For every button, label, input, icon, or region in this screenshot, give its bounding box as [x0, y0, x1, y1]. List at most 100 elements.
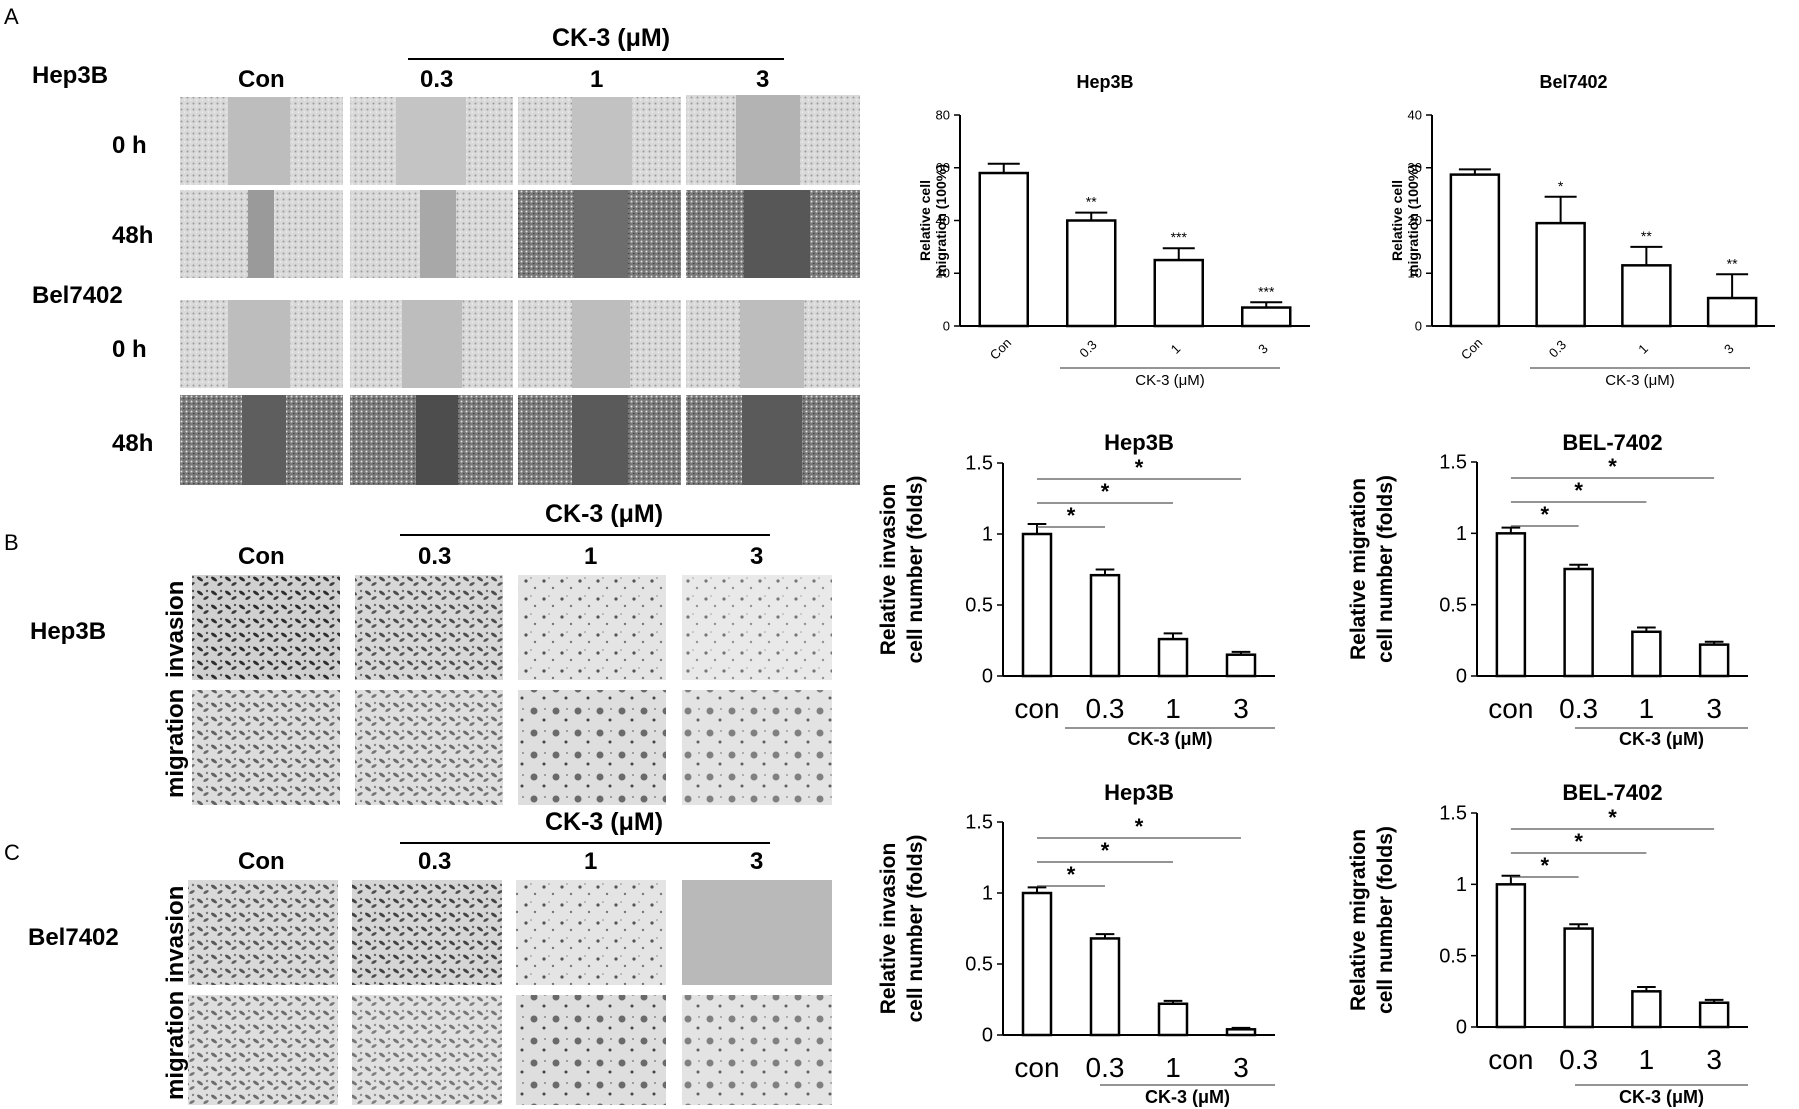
chart3-ytick-label: 1.5 [965, 453, 993, 475]
chart5-bracket-star: * [1135, 814, 1144, 839]
chart4-bar [1698, 643, 1730, 678]
chart6-bar [1495, 883, 1527, 1029]
chart3-bar [1089, 573, 1121, 678]
chart6-ylabel-1: Relative migration [1347, 829, 1370, 1011]
chart2-bar [1706, 296, 1758, 328]
chart4-bar [1495, 532, 1527, 678]
wound-row-bel7402-0h [180, 300, 860, 388]
chart1-category: 3 [1255, 341, 1271, 357]
chart3-category: 3 [1233, 693, 1249, 724]
panel-a-cond-con: Con [238, 66, 285, 93]
panel-b-cond-con: Con [238, 543, 285, 570]
chart5-bar [1225, 1028, 1257, 1037]
chart6-bracket-star: * [1608, 805, 1617, 830]
chart3-bar [1021, 532, 1053, 678]
chart1-xlabel: CK-3 (μM) [1135, 372, 1204, 389]
chart2-ylabel-1: Relative cell [1389, 180, 1405, 261]
chart4-ytick-label: 0 [1456, 666, 1467, 688]
panel-a-line-2: Bel7402 [32, 282, 123, 309]
chart1-sig: *** [1171, 229, 1188, 245]
chart1-ylabel-1: Relative cell [917, 180, 933, 261]
chart3-category: con [1014, 693, 1059, 724]
chart2-xlabel: CK-3 (μM) [1605, 372, 1674, 389]
chart5-category: 1 [1165, 1052, 1181, 1083]
chart5-category: 0.3 [1086, 1052, 1125, 1083]
chart4-bracket-star: * [1540, 502, 1549, 527]
wound-row-hep3b-48h [180, 190, 860, 278]
chart2-bar [1621, 264, 1672, 328]
chart5-ytick-label: 0 [982, 1025, 993, 1047]
chart6-ytick-label: 0 [1456, 1017, 1467, 1039]
panel-c-treatment-label: CK-3 (μM) [545, 808, 664, 836]
micrograph-grid [180, 95, 860, 1105]
panel-b-cond-3: 3 [750, 543, 764, 570]
panel-c-cond-3: 3 [750, 848, 764, 875]
chart2-sig: ** [1727, 255, 1738, 271]
chart4-title: BEL-7402 [1562, 430, 1662, 455]
chart3-category: 0.3 [1086, 693, 1125, 724]
chart2-title: Bel7402 [1539, 72, 1607, 92]
panel-a-cond-3: 3 [756, 66, 770, 93]
chart3-ytick-label: 1 [982, 524, 993, 546]
panel-letter-b: B [4, 530, 19, 555]
chart4-ytick-label: 1.5 [1439, 452, 1467, 474]
chart1-ytick-label: 0 [943, 318, 950, 333]
chart5-ylabel-1: Relative invasion [877, 843, 900, 1015]
chart3-ytick-label: 0.5 [965, 595, 993, 617]
panel-c-cond-03: 0.3 [418, 848, 452, 875]
panel-letter-c: C [4, 840, 20, 865]
chart1-bar [1241, 306, 1292, 328]
chart2-ytick-label: 20 [1408, 213, 1422, 228]
chart1-category: 0.3 [1076, 337, 1099, 360]
panel-a-time-48h: 48h [112, 222, 154, 249]
chart3-bracket-star: * [1135, 455, 1144, 480]
panel-c-cond-1: 1 [584, 848, 598, 875]
chart2-category: 3 [1721, 341, 1737, 357]
panel-b-treatment-label: CK-3 (μM) [545, 500, 664, 528]
panel-a-time-48h-2: 48h [112, 430, 154, 457]
chart1-ylabel-2: migration (100%) [933, 164, 949, 277]
chart4-bar [1631, 630, 1662, 678]
chart4-bracket-star: * [1574, 478, 1583, 503]
wound-row-bel7402-48h [180, 395, 860, 485]
chart5-ytick-label: 1.5 [965, 812, 993, 834]
chart2-ylabel-2: migration (100%) [1405, 164, 1421, 277]
chart6-bar [1563, 927, 1594, 1029]
chart4-ytick-label: 1 [1456, 523, 1467, 545]
panel-b-cond-1: 1 [584, 543, 598, 570]
chart6-category: 1 [1639, 1044, 1655, 1075]
chart3-ytick-label: 0 [982, 666, 993, 688]
chart5-category: 3 [1233, 1052, 1249, 1083]
chart6-bar [1631, 990, 1662, 1029]
chart2-bar [1449, 173, 1501, 328]
panel-b-line: Hep3B [30, 618, 107, 645]
chart5-xlabel: CK-3 (μM) [1145, 1087, 1230, 1107]
chart6-title: BEL-7402 [1562, 780, 1662, 805]
panel-c-treatment-line [400, 842, 770, 844]
chart6-ylabel-2: cell number (folds) [1374, 826, 1397, 1014]
chart5-bar [1089, 937, 1121, 1037]
panel-a-cond-1: 1 [590, 66, 604, 93]
chart1-ytick-label: 80 [936, 107, 950, 122]
chart1-ytick-label: 40 [936, 213, 950, 228]
chart2-category: 0.3 [1546, 337, 1569, 360]
chart2-bar [1535, 221, 1586, 328]
chart2-sig: ** [1641, 228, 1652, 244]
chart1-ytick-label: 60 [936, 160, 950, 175]
chart4-xlabel: CK-3 (μM) [1619, 729, 1704, 749]
chart5-bracket-star: * [1067, 862, 1076, 887]
chart5-bar [1021, 891, 1053, 1037]
chart6-bracket-star: * [1540, 853, 1549, 878]
chart3-ylabel-2: cell number (folds) [904, 476, 927, 664]
chart3-category: 1 [1165, 693, 1181, 724]
chart1-bar [1153, 258, 1204, 328]
panel-b-treatment-line [400, 534, 770, 536]
chart3-bar [1157, 637, 1189, 678]
chart2-ytick-label: 10 [1408, 266, 1422, 281]
chart6-category: 3 [1706, 1044, 1722, 1075]
panel-c-micrographs [188, 880, 832, 1105]
chart5-ytick-label: 1 [982, 883, 993, 905]
chart6-xlabel: CK-3 (μM) [1619, 1087, 1704, 1107]
chart1-category: Con [987, 335, 1014, 362]
